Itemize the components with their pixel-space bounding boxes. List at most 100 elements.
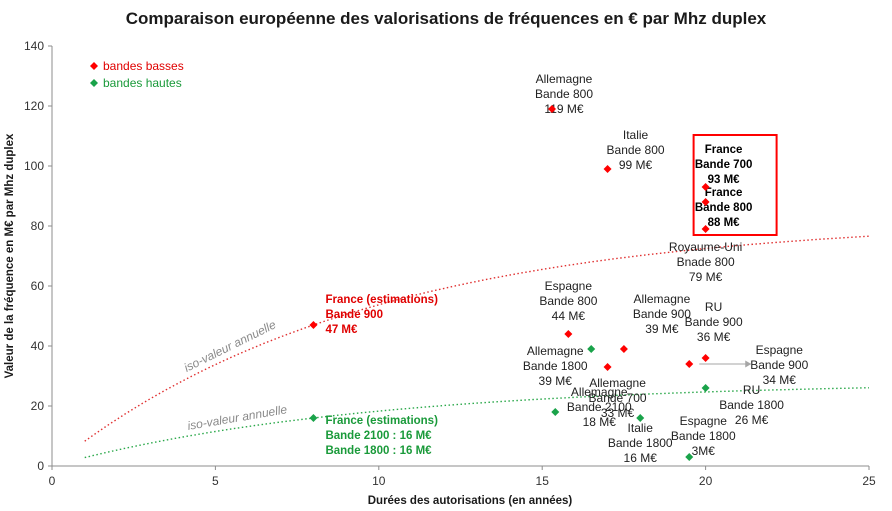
data-point bbox=[701, 225, 710, 233]
legend-label: bandes hautes bbox=[103, 76, 182, 90]
data-label: Espagne Bande 900 34 M€ bbox=[750, 343, 808, 387]
data-label-line: Bande 1800 bbox=[719, 398, 784, 412]
data-label: France (estimations) Bande 2100 : 16 M€ Ba… bbox=[325, 415, 438, 457]
data-label-line: Allemagne bbox=[536, 72, 593, 86]
data-label-line: 88 M€ bbox=[708, 217, 741, 229]
data-point bbox=[685, 453, 694, 461]
data-point bbox=[701, 198, 710, 206]
y-tick-label: 100 bbox=[24, 159, 44, 173]
data-label: Espagne Bande 1800 3M€ bbox=[671, 414, 736, 458]
data-label: Italie Bande 800 99 M€ bbox=[607, 128, 665, 172]
data-label-line: 99 M€ bbox=[619, 158, 653, 172]
data-point bbox=[309, 414, 318, 422]
data-label: Espagne Bande 800 44 M€ bbox=[539, 279, 597, 323]
data-label: Allemagne Bande 700 33 M€ bbox=[589, 376, 647, 420]
data-label-line: Allemagne bbox=[589, 376, 646, 390]
data-point bbox=[548, 105, 557, 113]
data-label: Allemagne Bande 2100 18 M€ bbox=[567, 385, 632, 429]
data-label: Allemagne Bande 800 119 M€ bbox=[535, 72, 593, 116]
data-label-line: France bbox=[705, 187, 743, 199]
data-label-line: 16 M€ bbox=[624, 451, 658, 465]
y-tick-label: 80 bbox=[31, 219, 45, 233]
data-label-line: Espagne bbox=[756, 343, 804, 357]
data-label-line: Bande 1800 bbox=[608, 436, 673, 450]
data-label-line: 119 M€ bbox=[544, 102, 583, 116]
data-point bbox=[685, 360, 694, 368]
legend: bandes basses bandes hautes bbox=[90, 59, 184, 90]
data-point bbox=[701, 183, 710, 191]
data-label-line: Italie bbox=[628, 421, 654, 435]
data-label: France Bande 700 93 M€ bbox=[695, 144, 753, 186]
highlight-box bbox=[692, 134, 778, 236]
data-label-line: Bande 900 bbox=[685, 315, 743, 329]
data-label-line: Allemagne bbox=[527, 344, 584, 358]
y-tick-label: 120 bbox=[24, 99, 44, 113]
data-point bbox=[636, 414, 645, 422]
data-label-line: France (estimations) bbox=[325, 294, 438, 306]
data-label: RU Bande 900 36 M€ bbox=[685, 300, 743, 344]
data-label-line: Bande 1800 : 16 M€ bbox=[325, 445, 432, 457]
x-tick-label: 10 bbox=[372, 474, 386, 488]
x-tick-label: 0 bbox=[49, 474, 56, 488]
x-tick-label: 20 bbox=[699, 474, 713, 488]
data-label-line: Bande 800 bbox=[535, 87, 593, 101]
data-point bbox=[551, 408, 560, 416]
data-point bbox=[701, 384, 710, 392]
x-tick-label: 15 bbox=[536, 474, 550, 488]
data-label-line: Bande 1800 bbox=[523, 359, 588, 373]
data-label-line: RU bbox=[705, 300, 722, 314]
annotations: France (estimations) Bande 900 47 M€ Allema… bbox=[325, 72, 808, 465]
data-label-line: Bande 900 bbox=[750, 358, 808, 372]
points bbox=[309, 105, 710, 461]
data-label-line: Bnade 800 bbox=[677, 255, 735, 269]
legend-marker bbox=[90, 79, 98, 87]
data-label-line: 44 M€ bbox=[552, 309, 586, 323]
data-label-line: Bande 800 bbox=[695, 202, 753, 214]
data-point bbox=[564, 330, 573, 338]
data-point bbox=[587, 345, 596, 353]
data-label-line: Royaume-Uni bbox=[669, 240, 742, 254]
data-label-line: Bande 700 bbox=[589, 391, 647, 405]
data-label: Allemagne Bande 1800 39 M€ bbox=[523, 344, 588, 388]
x-axis-title: Durées des autorisations (en années) bbox=[368, 495, 573, 507]
data-label: France Bande 800 88 M€ bbox=[695, 187, 753, 229]
data-point bbox=[701, 354, 710, 362]
data-label-line: Italie bbox=[623, 128, 649, 142]
data-point bbox=[309, 321, 318, 329]
x-tick-label: 5 bbox=[212, 474, 219, 488]
data-label-line: Bande 800 bbox=[539, 294, 597, 308]
data-label-line: 47 M€ bbox=[325, 324, 358, 336]
data-label: Italie Bande 1800 16 M€ bbox=[608, 421, 673, 465]
data-label-line: 93 M€ bbox=[708, 174, 741, 186]
y-tick-label: 60 bbox=[31, 279, 45, 293]
data-label-line: 3M€ bbox=[692, 444, 716, 458]
y-tick-label: 0 bbox=[37, 459, 44, 473]
data-label-line: Bande 800 bbox=[607, 143, 665, 157]
data-label-line: Bande 1800 bbox=[671, 429, 736, 443]
data-label-line: 36 M€ bbox=[697, 330, 731, 344]
data-label-line: 18 M€ bbox=[583, 415, 617, 429]
data-point bbox=[603, 363, 612, 371]
data-label-line: 79 M€ bbox=[689, 270, 723, 284]
data-label-line: Espagne bbox=[545, 279, 593, 293]
data-label-line: 34 M€ bbox=[763, 373, 797, 387]
data-label-line: Allemagne bbox=[571, 385, 628, 399]
y-tick-label: 40 bbox=[31, 339, 45, 353]
chart-title: Comparaison européenne des valorisations… bbox=[126, 9, 767, 28]
data-label: Royaume-Uni Bnade 800 79 M€ bbox=[669, 240, 742, 284]
data-label-line: Bande 2100 bbox=[567, 400, 632, 414]
axes: 0 20 40 60 80 100 120 140 0 5 10 15 20 25 bbox=[24, 39, 876, 488]
data-label-line: 33 M€ bbox=[601, 406, 635, 420]
data-label: RU Bande 1800 26 M€ bbox=[719, 383, 784, 427]
legend-label: bandes basses bbox=[103, 59, 184, 73]
data-label-line: Bande 2100 : 16 M€ bbox=[325, 430, 432, 442]
data-label-line: 39 M€ bbox=[645, 322, 679, 336]
iso-curve-label: iso-valeur annuelle bbox=[182, 317, 279, 374]
iso-curve bbox=[84, 387, 870, 459]
y-axis-title: Valeur de la fréquence en M€ par Mhz dup… bbox=[4, 133, 16, 378]
data-label: Allemagne Bande 900 39 M€ bbox=[633, 292, 691, 336]
data-label-line: Bande 900 bbox=[325, 309, 383, 321]
data-point bbox=[619, 345, 628, 353]
data-label-line: Espagne bbox=[680, 414, 728, 428]
